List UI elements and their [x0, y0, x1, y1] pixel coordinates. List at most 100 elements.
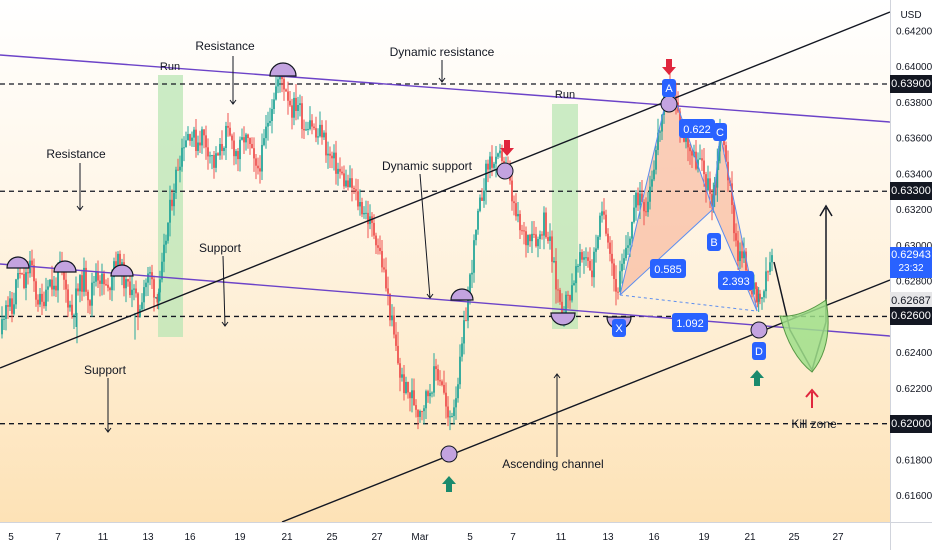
candle-body [519, 213, 521, 231]
candle-body [213, 155, 215, 168]
candle-body [699, 158, 701, 160]
candle-body [19, 272, 21, 274]
candle-body [171, 199, 173, 207]
candle-body [609, 242, 611, 254]
candle-body [11, 298, 13, 314]
candle-body [577, 265, 579, 267]
support-touch-marker [53, 260, 77, 273]
candle-body [43, 301, 45, 307]
candle-body [589, 260, 591, 271]
touch-circle-marker [440, 445, 458, 463]
pattern-point-badge [707, 233, 721, 251]
projection-arrowhead [819, 204, 833, 217]
candle-body [523, 230, 525, 232]
candle-body [355, 189, 357, 192]
candle-body [397, 345, 399, 364]
pattern-edge [619, 83, 671, 296]
candle-body [521, 230, 523, 232]
candle-body [605, 214, 607, 234]
candle-body [495, 156, 497, 164]
candle-body [755, 282, 757, 290]
candle-body [743, 251, 745, 259]
candle-body [483, 190, 485, 201]
channel-upper-line[interactable] [0, 11, 890, 369]
candle-body [45, 289, 47, 307]
candle-body [139, 309, 141, 317]
candle-body [137, 293, 139, 317]
candle-body [535, 234, 537, 247]
candle-body [271, 109, 273, 121]
candle-body [23, 274, 25, 289]
candle-body [733, 204, 735, 234]
candle-body [549, 236, 551, 241]
candle-body [157, 292, 160, 303]
candle-body [117, 253, 119, 268]
candle-body [63, 267, 65, 280]
candle-body [649, 186, 651, 202]
candle-body [129, 281, 131, 296]
time-tick-label: 19 [234, 532, 246, 543]
candle-body [603, 211, 605, 215]
pattern-point-badge [662, 79, 676, 97]
candle-body [221, 143, 223, 152]
candle-body [17, 272, 19, 280]
candle-body [163, 244, 165, 262]
candle-body [661, 114, 663, 132]
candle-body [499, 150, 501, 154]
candle-body [287, 91, 289, 101]
kill-zone-shape[interactable] [779, 299, 829, 373]
candle-body [41, 293, 43, 302]
time-tick-label: 13 [142, 532, 154, 543]
price-tick-label: 0.62400 [896, 348, 932, 359]
candle-body [219, 143, 221, 156]
pattern-point-label: X [615, 323, 623, 335]
candle-body [67, 289, 69, 308]
time-tick-label: 16 [184, 532, 196, 543]
candle-body [291, 105, 293, 118]
candle-body [647, 201, 649, 213]
annotation-label: Dynamic resistance [390, 45, 495, 59]
candle-body [761, 297, 763, 299]
candle-body [87, 291, 89, 301]
candle-body [305, 129, 307, 131]
candle-body [185, 140, 187, 148]
candle-body [739, 251, 741, 262]
candle-body [277, 79, 279, 87]
candle-body [313, 126, 315, 129]
candle-body [691, 151, 693, 156]
candle-body [259, 168, 261, 172]
candle-body [289, 100, 291, 106]
dynamic-support-line[interactable] [0, 263, 890, 337]
candle-body [295, 97, 297, 111]
candle-body [575, 266, 577, 284]
pattern-edge [712, 208, 758, 312]
candle-body [155, 297, 157, 299]
candle-body [387, 288, 389, 294]
time-tick-label: 11 [98, 532, 109, 543]
dynamic-resistance-line[interactable] [0, 54, 890, 123]
candle-body [763, 291, 765, 298]
candle-body [327, 153, 329, 156]
pattern-point-badge [612, 319, 626, 337]
candle-body [625, 247, 627, 259]
candle-body [245, 134, 247, 143]
candle-body [177, 169, 179, 171]
down-arrow-icon [500, 140, 514, 156]
candle-body [581, 252, 583, 260]
candle-body [381, 251, 383, 268]
candle-body [285, 89, 287, 92]
candle-body [711, 193, 713, 207]
support-touch-marker [6, 256, 30, 269]
price-badge-value: 0.63300 [891, 185, 931, 198]
candle-body [85, 267, 87, 292]
candle-body [209, 155, 211, 157]
candle-body [475, 229, 477, 241]
candle-body [623, 258, 625, 264]
candle-body [485, 163, 487, 191]
candle-body [467, 294, 469, 321]
candle-body [201, 129, 203, 146]
annotation-label: Resistance [195, 39, 255, 53]
candle-body [537, 239, 539, 247]
pattern-edge [712, 134, 721, 210]
